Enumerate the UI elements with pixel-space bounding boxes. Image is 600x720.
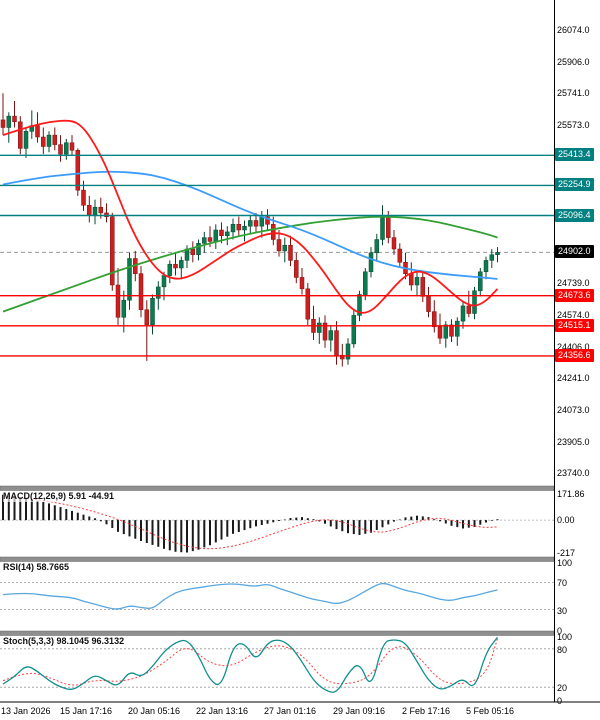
trading-analysis-chart: MACD(12,26,9) 5.91 -44.91 RSI(14) 58.766… [0, 0, 600, 720]
chart-canvas[interactable] [0, 0, 600, 720]
